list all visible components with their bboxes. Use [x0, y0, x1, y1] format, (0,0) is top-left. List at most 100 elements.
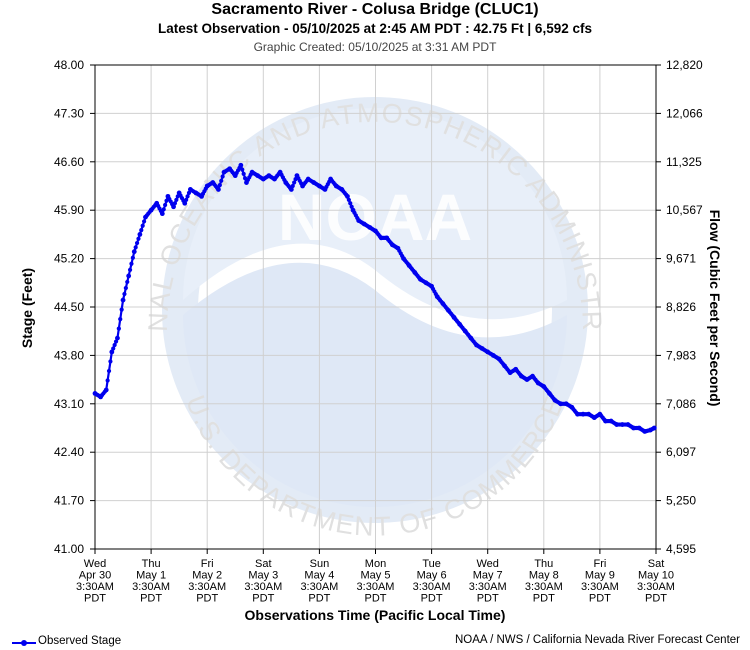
data-point — [348, 201, 353, 206]
legend-label: Observed Stage — [38, 635, 122, 647]
data-point — [126, 273, 132, 279]
y-tick-label: 41.70 — [54, 494, 84, 508]
legend-marker — [12, 640, 36, 646]
data-point — [106, 368, 112, 374]
y-tick-label: 47.30 — [54, 106, 84, 120]
x-tick-label: Thu May 1 3:30AM PDT — [132, 558, 170, 605]
x-tick-label: Fri May 9 3:30AM PDT — [581, 558, 619, 605]
data-point — [109, 349, 115, 355]
y-tick-label: 45.20 — [54, 252, 84, 266]
x-tick-label: Sat May 10 3:30AM PDT — [637, 558, 675, 605]
right-axis-ticks: 4,595 5,250 6,097 7,086 7,983 8,826 9,671 10,56… — [656, 58, 703, 556]
data-point — [131, 249, 137, 255]
data-point — [136, 236, 141, 241]
data-point — [241, 171, 246, 176]
data-point — [125, 279, 130, 285]
data-point — [171, 204, 176, 210]
y-tick-label: 45.90 — [54, 203, 84, 217]
data-point — [159, 211, 165, 217]
data-point — [216, 187, 221, 192]
x-tick-label: Wed Apr 30 3:30AM PDT — [76, 558, 114, 605]
data-point — [105, 378, 110, 383]
data-point — [345, 193, 350, 199]
chart-title: Sacramento River - Colusa Bridge (CLUC1) — [211, 1, 539, 18]
data-point — [133, 245, 138, 250]
series-observed-stage — [92, 162, 657, 434]
y-tick-label: 48.00 — [54, 58, 84, 72]
data-point — [184, 197, 189, 202]
y2-tick-label: 5,250 — [666, 494, 696, 508]
data-point — [163, 202, 168, 208]
y2-tick-label: 4,595 — [666, 542, 696, 556]
data-point — [111, 346, 116, 351]
x-tick-label: Sat May 3 3:30AM PDT — [244, 558, 282, 605]
data-point — [292, 180, 297, 185]
x-tick-label: Sun May 4 3:30AM PDT — [300, 558, 338, 605]
noaa-watermark: NATIONAL OCEANIC AND ATMOSPHERIC ADMINIS… — [0, 0, 606, 542]
data-point — [137, 232, 143, 237]
data-point — [123, 285, 128, 291]
x-axis-label: Observations Time (Pacific Local Time) — [245, 607, 506, 623]
data-point — [127, 267, 133, 272]
data-point — [182, 200, 188, 206]
data-point — [120, 297, 126, 303]
y2-tick-label: 7,983 — [666, 348, 696, 362]
y-tick-label: 43.80 — [54, 348, 84, 362]
graphic-created-text: Graphic Created: 05/10/2025 at 3:31 AM P… — [253, 40, 497, 54]
y2-tick-label: 10,567 — [666, 203, 703, 217]
y-tick-label: 41.00 — [54, 542, 84, 556]
y2-tick-label: 12,820 — [666, 58, 703, 72]
data-point — [122, 291, 127, 297]
data-point — [185, 194, 190, 199]
data-point — [139, 227, 144, 233]
grid-lines — [94, 64, 657, 550]
y2-tick-label: 8,826 — [666, 300, 696, 314]
x-axis-ticks: Wed Apr 30 3:30AM PDT Thu May 1 3:30AM PDT Fri Ma… — [76, 549, 675, 605]
x-tick-label: Thu May 8 3:30AM PDT — [525, 558, 563, 605]
data-point — [186, 190, 192, 196]
data-point — [108, 359, 113, 364]
y-tick-label: 44.50 — [54, 300, 84, 314]
y-tick-label: 42.40 — [54, 445, 84, 459]
data-point — [172, 201, 178, 206]
data-point — [130, 255, 135, 260]
x-tick-label: Wed May 7 3:30AM PDT — [469, 558, 507, 605]
data-point — [219, 178, 224, 183]
data-point — [288, 187, 294, 192]
credit-text: NOAA / NWS / California Nevada River For… — [454, 634, 740, 646]
left-axis-ticks: 41.00 41.70 42.40 43.10 43.80 44.50 45.20 45.90… — [54, 58, 95, 556]
data-point — [290, 183, 295, 189]
x-tick-label: Tue May 6 3:30AM PDT — [413, 558, 451, 605]
y2-tick-label: 11,325 — [666, 155, 702, 169]
x-tick-label: Mon May 5 3:30AM PDT — [357, 558, 395, 605]
y2-axis-label: Flow (Cubic Feet per Second) — [707, 210, 723, 407]
data-point — [134, 240, 140, 246]
data-point — [113, 339, 119, 344]
data-point — [240, 167, 245, 172]
data-point — [220, 174, 225, 179]
y-tick-label: 43.10 — [54, 397, 84, 411]
data-point — [140, 223, 145, 228]
y2-tick-label: 12,066 — [666, 106, 703, 120]
data-point — [129, 261, 134, 266]
data-point — [115, 335, 120, 341]
data-point — [174, 197, 179, 202]
latest-observation-subtitle: Latest Observation - 05/10/2025 at 2:45 … — [158, 21, 592, 36]
data-point — [119, 307, 124, 312]
data-point — [118, 317, 123, 322]
data-point — [238, 162, 244, 168]
y2-tick-label: 6,097 — [666, 445, 696, 459]
data-point — [116, 326, 121, 331]
y-tick-label: 46.60 — [54, 155, 84, 169]
data-point — [217, 183, 222, 188]
y-axis-label: Stage (Feet) — [19, 268, 35, 348]
y2-tick-label: 9,671 — [666, 252, 696, 266]
data-point — [349, 204, 354, 209]
data-point — [346, 197, 351, 202]
data-point — [651, 425, 657, 431]
data-point — [141, 219, 147, 224]
data-point — [112, 342, 117, 348]
data-point — [161, 207, 166, 212]
data-point — [103, 387, 109, 393]
